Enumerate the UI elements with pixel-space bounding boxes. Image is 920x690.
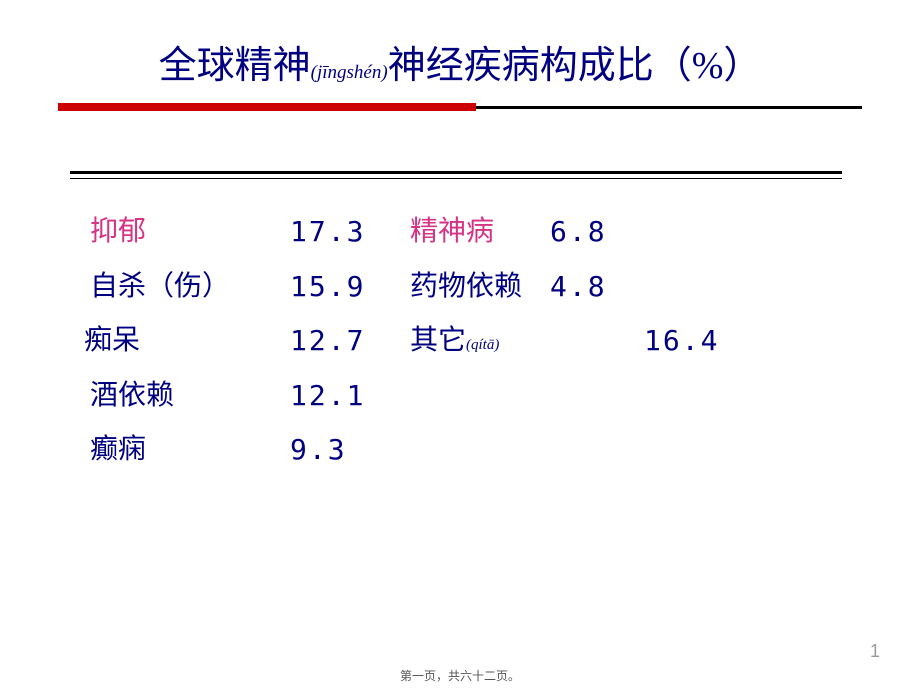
col1-label: 酒依赖 [70, 369, 290, 424]
col1-label: 抑郁 [70, 205, 290, 260]
page-title: 全球精神(jīngshén)神经疾病构成比（%） [159, 45, 762, 87]
table-row: 酒依赖12.1 [70, 369, 842, 424]
table-row: 自杀（伤）15.9药物依赖4.8 [70, 260, 842, 315]
title-divider [58, 103, 862, 111]
slide: 全球精神(jīngshén)神经疾病构成比（%） 抑郁17.3精神病6.8自杀（… [0, 0, 920, 690]
col1-label: 自杀（伤） [70, 260, 290, 315]
col2-value: 6.8 [550, 205, 607, 260]
title-pinyin: (jīngshén) [311, 62, 388, 83]
col2-label [410, 423, 550, 478]
table-row: 痴呆12.7其它(qítā)16.4 [70, 314, 842, 369]
footer-note: 第一页，共六十二页。 [0, 667, 920, 684]
divider-red [58, 103, 476, 111]
col1-value: 17.3 [290, 205, 410, 260]
col2-label: 其它(qítā) [410, 314, 550, 369]
col2-label: 药物依赖 [410, 260, 550, 315]
col2-value: 4.8 [550, 260, 607, 315]
table-rule-thin [70, 178, 842, 179]
title-block: 全球精神(jīngshén)神经疾病构成比（%） [58, 38, 862, 95]
table-row: 抑郁17.3精神病6.8 [70, 205, 842, 260]
table-row: 癫痫 9.3 [70, 423, 842, 478]
col2-label: 精神病 [410, 205, 550, 260]
col1-value: 12.7 [290, 314, 410, 369]
col1-value: 15.9 [290, 260, 410, 315]
col2-value: 16.4 [550, 314, 719, 369]
title-post: 神经疾病构成比（%） [388, 45, 762, 87]
table-rows: 抑郁17.3精神病6.8自杀（伤）15.9药物依赖4.8痴呆12.7其它(qít… [70, 205, 842, 478]
table-rule-thick [70, 171, 842, 174]
col1-label: 痴呆 [70, 314, 290, 369]
col1-value: 12.1 [290, 369, 410, 424]
title-pre: 全球精神 [159, 45, 311, 87]
data-table: 抑郁17.3精神病6.8自杀（伤）15.9药物依赖4.8痴呆12.7其它(qít… [58, 171, 862, 478]
col1-value: 9.3 [290, 423, 410, 478]
col2-pinyin: (qítā) [466, 337, 499, 353]
divider-black [476, 106, 862, 109]
page-number: 1 [870, 641, 880, 662]
col1-label: 癫痫 [70, 423, 290, 478]
col2-label [410, 369, 550, 424]
